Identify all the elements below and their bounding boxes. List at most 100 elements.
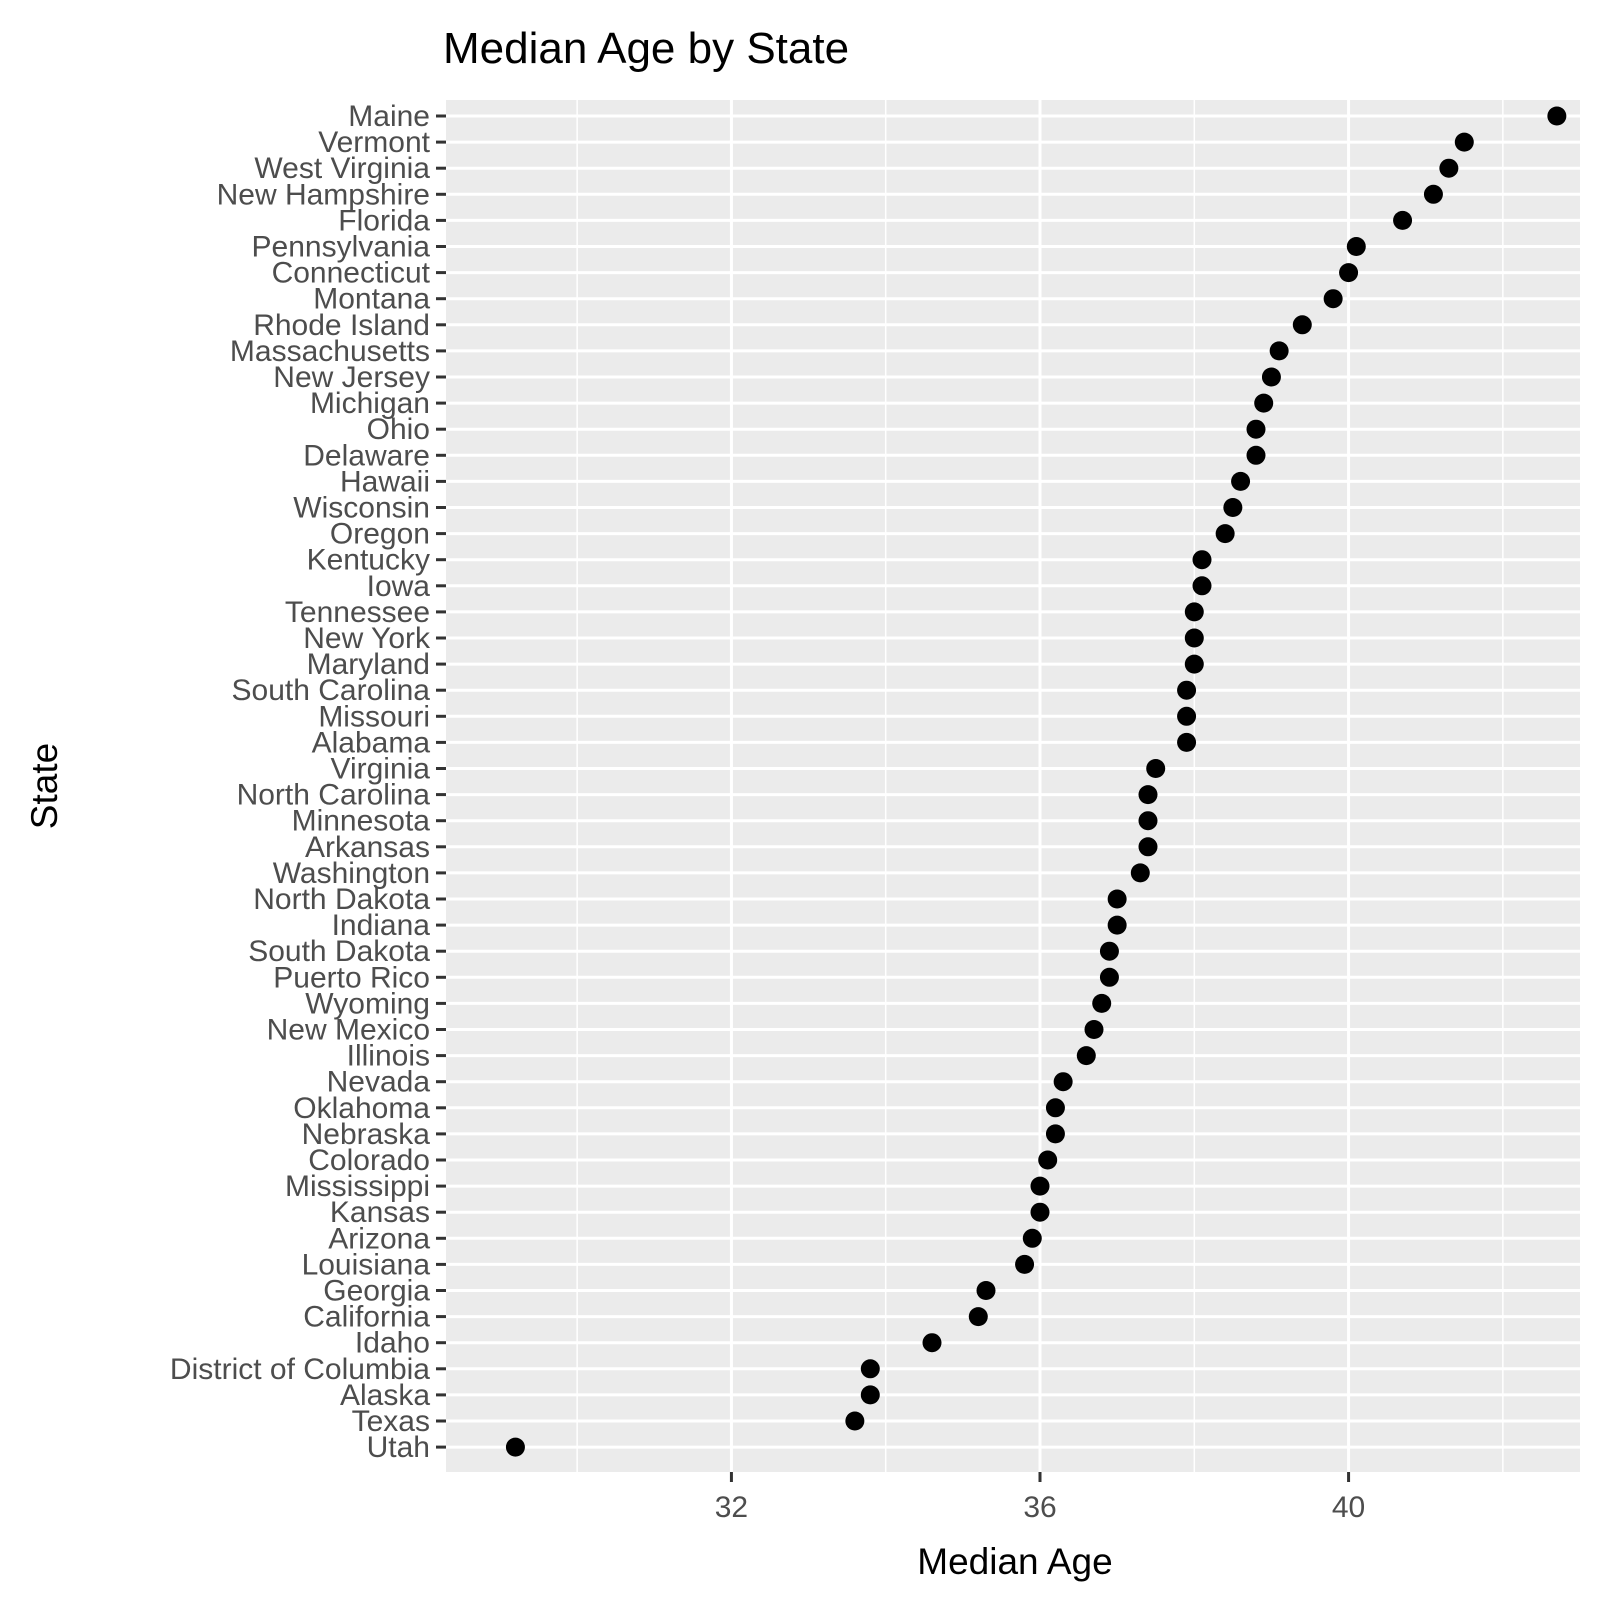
y-tick-label: Hawaii (340, 465, 430, 498)
x-tick-label: 32 (715, 1491, 748, 1524)
data-point (860, 1359, 880, 1379)
data-point (968, 1307, 988, 1327)
y-tick-label: Nevada (327, 1066, 431, 1099)
data-point (1045, 1098, 1065, 1118)
data-point (1215, 524, 1235, 544)
data-point (1138, 837, 1158, 857)
y-tick-label: Oklahoma (293, 1092, 430, 1125)
data-point (1184, 602, 1204, 622)
data-point (1192, 576, 1212, 596)
data-point (1092, 993, 1112, 1013)
data-point (1130, 863, 1150, 883)
data-point (860, 1385, 880, 1405)
data-point (1099, 941, 1119, 961)
data-point (1184, 628, 1204, 648)
x-tick-label: 36 (1023, 1491, 1056, 1524)
y-tick-label: Florida (338, 204, 430, 237)
data-point (1177, 706, 1197, 726)
y-tick-label: Maine (348, 100, 430, 133)
y-tick-label: Louisiana (302, 1248, 431, 1281)
x-axis-title: Median Age (917, 1541, 1112, 1582)
y-tick-label: Wisconsin (293, 492, 430, 525)
y-tick-label: Kentucky (307, 544, 430, 577)
y-tick-label: Maryland (307, 648, 430, 681)
data-point (1269, 341, 1289, 361)
y-tick-label: Minnesota (292, 805, 431, 838)
data-point (1038, 1150, 1058, 1170)
data-point (1053, 1072, 1073, 1092)
data-point (1015, 1254, 1035, 1274)
y-tick-label: Vermont (318, 126, 430, 159)
y-tick-label: New Jersey (273, 361, 430, 394)
data-point (922, 1333, 942, 1353)
y-tick-label: Puerto Rico (273, 961, 430, 994)
y-tick-label: Virginia (330, 753, 430, 786)
y-tick-label: Nebraska (302, 1118, 431, 1151)
y-tick-label: Alaska (340, 1379, 430, 1412)
y-tick-label: Ohio (367, 413, 430, 446)
grid-lines (446, 100, 1580, 1472)
y-tick-label: Massachusetts (230, 335, 430, 368)
data-point (1254, 393, 1274, 413)
data-point (1045, 1124, 1065, 1144)
data-point (845, 1411, 865, 1431)
y-tick-label: Wyoming (305, 987, 430, 1020)
data-point (976, 1281, 996, 1300)
data-point (1107, 915, 1127, 935)
data-point (1192, 550, 1212, 570)
y-tick-label: North Carolina (237, 779, 431, 812)
y-tick-label: Iowa (367, 570, 431, 603)
data-point (1099, 967, 1119, 987)
y-tick-label: Alabama (312, 726, 431, 759)
data-point (505, 1437, 525, 1457)
y-tick-label: Colorado (308, 1144, 430, 1177)
y-tick-label: Tennessee (285, 596, 430, 629)
y-tick-label: West Virginia (254, 152, 430, 185)
y-tick-label: Texas (352, 1405, 430, 1438)
y-tick-label: Pennsylvania (252, 231, 431, 264)
data-point (1346, 237, 1366, 256)
y-tick-label: Georgia (323, 1275, 430, 1308)
y-tick-label: California (303, 1301, 430, 1334)
y-tick-label: Michigan (310, 387, 430, 420)
plot-panel (446, 100, 1580, 1472)
y-tick-label: South Carolina (232, 674, 431, 707)
data-point (1177, 680, 1197, 700)
data-point (1184, 654, 1204, 674)
y-tick-label: Utah (367, 1431, 430, 1464)
y-tick-label: Arkansas (305, 831, 430, 864)
y-tick-label: Mississippi (285, 1170, 430, 1203)
y-tick-label: North Dakota (253, 883, 430, 916)
data-point (1146, 759, 1166, 778)
data-point (1076, 1046, 1096, 1066)
data-point (1454, 132, 1474, 152)
y-tick-label: Illinois (347, 1040, 430, 1073)
data-point (1246, 445, 1266, 465)
y-tick-label: Montana (313, 283, 430, 316)
data-point (1393, 210, 1413, 230)
x-tick-label: 40 (1332, 1491, 1365, 1524)
data-point (1084, 1020, 1104, 1039)
data-point (1292, 315, 1312, 335)
y-tick-label: South Dakota (248, 935, 430, 968)
data-point (1323, 289, 1343, 309)
chart-title: Median Age by State (443, 24, 849, 73)
data-point (1022, 1228, 1042, 1248)
y-tick-label: Arizona (328, 1222, 430, 1255)
data-point (1223, 498, 1243, 517)
data-point (1138, 811, 1158, 831)
y-tick-label: Connecticut (272, 257, 431, 290)
y-tick-label: Washington (273, 857, 430, 890)
data-point (1261, 367, 1281, 387)
y-tick-label: Kansas (330, 1196, 430, 1229)
data-point (1439, 158, 1459, 178)
y-tick-label: Indiana (332, 909, 431, 942)
y-tick-label: Oregon (330, 518, 430, 551)
y-tick-label: Missouri (318, 700, 430, 733)
y-tick-label: New Hampshire (217, 178, 430, 211)
y-tick-label: New Mexico (267, 1014, 430, 1047)
y-tick-label: District of Columbia (170, 1353, 430, 1386)
data-points (505, 106, 1567, 1457)
